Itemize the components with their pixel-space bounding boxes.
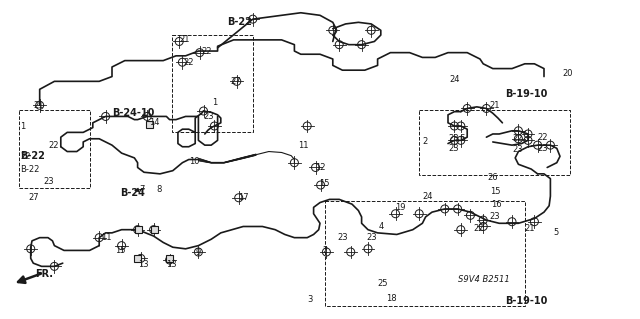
Text: B-19-10: B-19-10 [506,296,548,307]
Text: B-22: B-22 [20,151,45,161]
Text: 23: 23 [538,144,548,153]
Text: 20: 20 [562,69,572,78]
Bar [146,121,152,128]
Bar [172,35,253,132]
Text: 23: 23 [44,177,54,186]
Text: 15: 15 [115,246,125,255]
Text: 16: 16 [492,200,502,209]
Text: FR.: FR. [35,269,53,279]
Text: 23: 23 [204,112,214,121]
Text: 22: 22 [183,58,193,67]
Text: 24: 24 [449,75,460,84]
Text: 13: 13 [166,260,177,269]
Text: 22: 22 [48,141,58,150]
Bar [19,110,90,188]
Text: B-22: B-22 [20,165,40,174]
Bar [419,110,570,175]
Text: 22: 22 [474,224,484,233]
Text: 23: 23 [512,145,523,154]
Text: 10: 10 [189,157,200,166]
Text: 25: 25 [378,279,388,288]
Text: 12: 12 [315,163,325,172]
Text: 24: 24 [422,192,433,201]
Text: B-24: B-24 [120,188,145,198]
Text: 21: 21 [490,101,500,110]
Text: 14: 14 [149,118,159,127]
Text: 6: 6 [460,134,465,143]
Text: 23: 23 [448,144,459,153]
Bar [134,255,141,262]
Text: 27: 27 [230,77,241,86]
Text: 22: 22 [20,152,31,161]
Text: 21: 21 [179,35,189,44]
Text: 9: 9 [195,248,200,256]
Text: 11: 11 [101,233,111,242]
Text: 21: 21 [33,101,44,110]
Text: B-19-10: B-19-10 [506,89,548,99]
Text: 7: 7 [140,185,145,194]
Text: 13: 13 [138,260,148,269]
Text: 4: 4 [379,222,384,231]
Text: B-24-10: B-24-10 [112,108,154,118]
Text: B-22: B-22 [227,17,252,27]
Text: 2: 2 [422,137,428,146]
Text: 1: 1 [20,122,26,130]
Text: 11: 11 [298,141,308,150]
Text: 18: 18 [387,294,397,303]
Bar [152,226,158,233]
Text: 22: 22 [512,134,522,143]
Text: 5: 5 [554,228,559,237]
Text: 23: 23 [490,212,500,221]
Text: 17: 17 [238,193,249,202]
Bar [136,226,142,233]
Text: 15: 15 [490,187,500,196]
Text: 23: 23 [448,134,459,143]
Text: 19: 19 [396,203,406,212]
Text: 22: 22 [538,133,548,142]
Bar [325,201,525,306]
Text: S9V4 B2511: S9V4 B2511 [458,275,509,284]
Text: 3: 3 [307,295,312,304]
Text: 22: 22 [202,47,212,56]
Text: 23: 23 [337,233,348,242]
Text: 21: 21 [525,224,535,233]
Text: 1: 1 [212,98,218,107]
Text: 15: 15 [319,179,329,188]
Text: 27: 27 [29,193,40,202]
Text: 2: 2 [322,246,327,255]
Text: 26: 26 [488,173,499,182]
Text: 23: 23 [366,233,377,242]
Text: 8: 8 [157,185,162,194]
Bar [166,255,173,262]
